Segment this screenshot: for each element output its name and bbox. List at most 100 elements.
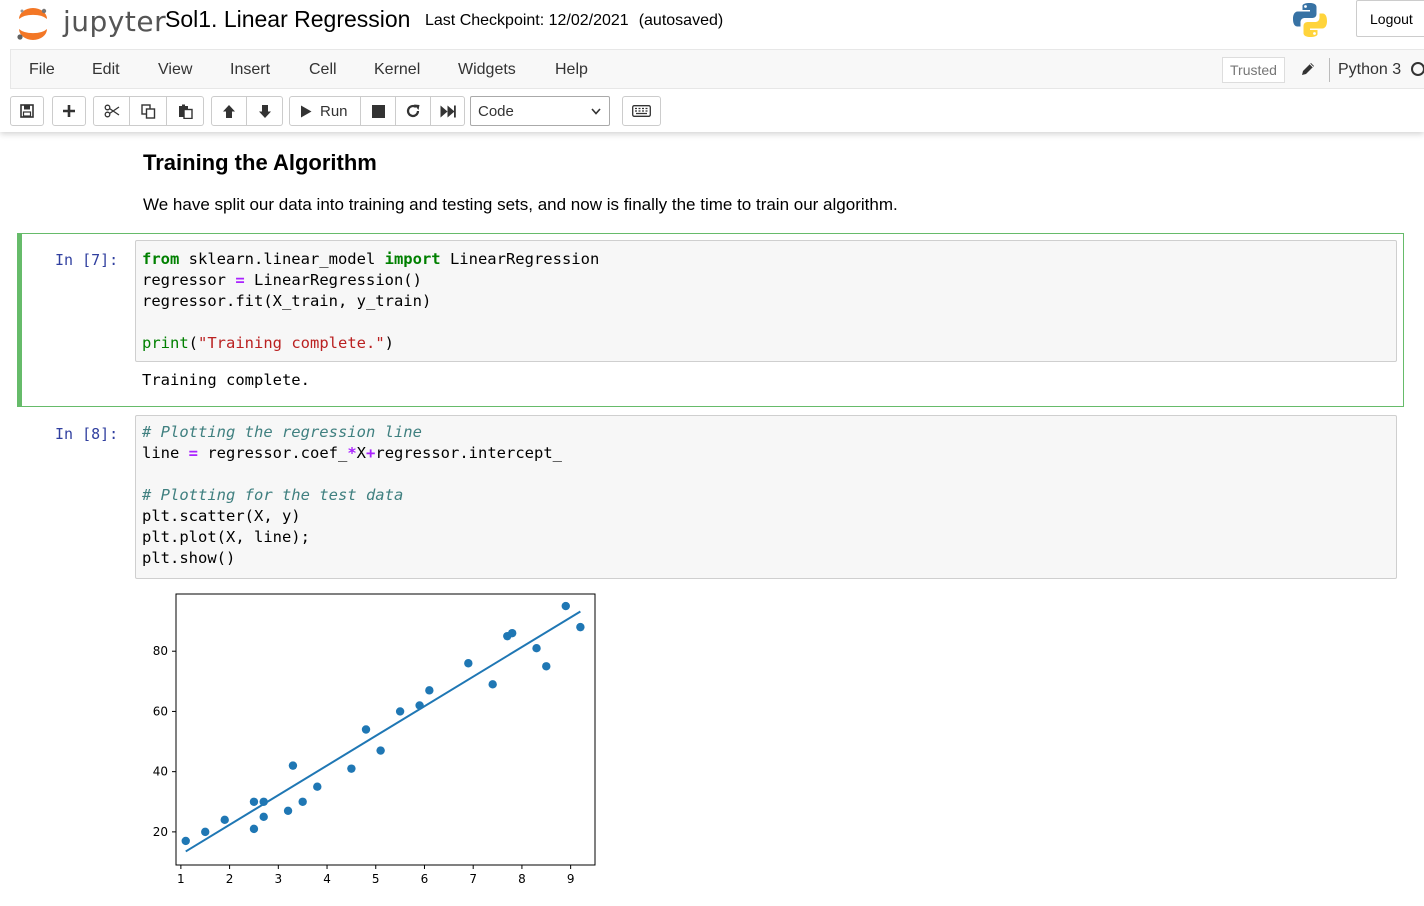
python-logo-icon	[1293, 3, 1327, 37]
scissors-icon	[104, 104, 119, 118]
scatter-plot: 1 2 3 4 5 6 7 8 9 20 40 60 80	[153, 593, 596, 886]
x-tick-label: 4	[323, 872, 331, 886]
code-input[interactable]: from sklearn.linear_model import LinearR…	[135, 240, 1397, 362]
data-point	[464, 659, 473, 668]
run-button[interactable]: Run	[289, 96, 361, 126]
paste-button[interactable]	[167, 96, 204, 126]
data-point	[249, 797, 259, 806]
jupyter-logo[interactable]: jupyter	[14, 3, 166, 43]
code-cell-selected[interactable]	[17, 233, 1404, 407]
data-point	[283, 806, 293, 815]
y-tick-label: 20	[153, 825, 168, 839]
data-point	[220, 815, 229, 825]
kernel-idle-icon	[1411, 62, 1424, 76]
move-down-button[interactable]	[247, 96, 283, 126]
autosave-text: (autosaved)	[638, 12, 724, 29]
data-point	[313, 782, 322, 791]
code-text: # Plotting the regression line line = re…	[142, 423, 562, 567]
menubar: File Edit View Insert Cell Kernel Widget…	[10, 49, 1424, 89]
menu-edit[interactable]: Edit	[92, 61, 120, 78]
x-tick-label: 3	[274, 872, 282, 886]
data-point	[181, 836, 190, 846]
data-point	[361, 725, 371, 734]
notebook-container: Training the Algorithm We have split our…	[0, 132, 1424, 906]
x-tick-label: 7	[469, 872, 477, 886]
restart-button[interactable]	[396, 96, 431, 126]
data-point	[259, 812, 268, 822]
header-bar: jupyter Sol1. Linear Regression Last Che…	[0, 0, 1424, 48]
cell-type-select[interactable]: Code	[470, 96, 610, 126]
data-point	[576, 622, 585, 632]
cell-prompt: In [8]:	[55, 425, 119, 443]
kernel-separator	[1329, 58, 1330, 82]
command-palette-button[interactable]	[622, 96, 661, 126]
y-tick-label: 40	[153, 765, 168, 779]
code-text: from sklearn.linear_model import LinearR…	[142, 250, 600, 352]
cell-output: Training complete.	[142, 371, 310, 389]
menu-view[interactable]: View	[158, 61, 193, 78]
save-button[interactable]	[10, 96, 44, 126]
checkpoint-text: Last Checkpoint: 12/02/2021	[425, 12, 629, 29]
cut-button[interactable]	[93, 96, 130, 126]
menu-widgets[interactable]: Widgets	[458, 61, 516, 78]
play-icon	[301, 105, 312, 117]
trusted-indicator[interactable]: Trusted	[1222, 57, 1285, 83]
header: jupyter Sol1. Linear Regression Last Che…	[0, 0, 1424, 132]
logo-text: jupyter	[63, 5, 167, 38]
menu-help[interactable]: Help	[555, 61, 588, 78]
menu-kernel[interactable]: Kernel	[374, 61, 421, 78]
arrow-up-icon	[223, 104, 235, 118]
data-point	[376, 746, 385, 755]
data-point	[415, 701, 424, 710]
arrow-down-icon	[258, 104, 271, 118]
plus-icon	[63, 105, 75, 117]
logout-button[interactable]: Logout	[1356, 0, 1424, 37]
data-point	[395, 707, 405, 716]
x-tick-label: 2	[226, 872, 234, 886]
data-point	[347, 764, 356, 773]
data-point	[488, 680, 497, 689]
toolbar: Run Code	[0, 92, 1424, 130]
menu-file[interactable]: File	[29, 61, 55, 78]
data-point	[201, 827, 210, 837]
paste-icon	[178, 104, 193, 119]
x-tick-label: 6	[421, 872, 429, 886]
interrupt-button[interactable]	[361, 96, 396, 126]
data-point	[259, 797, 268, 806]
data-point	[532, 644, 541, 653]
insert-cell-button[interactable]	[52, 96, 86, 126]
kernel-name[interactable]: Python 3	[1338, 61, 1402, 78]
markdown-paragraph: We have split our data into training and…	[143, 195, 898, 214]
fast-forward-icon	[440, 105, 456, 117]
x-tick-label: 5	[372, 872, 380, 886]
cell-type-value: Code	[478, 103, 514, 120]
x-tick-label: 1	[177, 872, 185, 886]
move-up-button[interactable]	[211, 96, 247, 126]
menu-cell[interactable]: Cell	[309, 61, 337, 78]
menu-insert[interactable]: Insert	[230, 61, 271, 78]
y-tick-label: 80	[153, 644, 168, 658]
data-point	[288, 761, 298, 770]
data-point	[298, 797, 307, 806]
keyboard-icon	[632, 105, 651, 117]
copy-icon	[140, 103, 155, 119]
restart-icon	[406, 104, 420, 118]
x-tick-label: 8	[518, 872, 526, 886]
restart-run-all-button[interactable]	[431, 96, 465, 126]
code-input[interactable]: # Plotting the regression line line = re…	[135, 415, 1397, 579]
data-point	[542, 662, 551, 671]
markdown-heading: Training the Algorithm	[143, 150, 377, 175]
x-tick-label: 9	[567, 872, 575, 886]
data-point	[249, 824, 259, 834]
pencil-icon[interactable]	[1300, 61, 1316, 77]
cell-prompt: In [7]:	[55, 251, 119, 269]
jupyter-orbit-icon	[17, 8, 47, 40]
stop-icon	[371, 104, 385, 118]
data-point	[561, 601, 570, 611]
y-tick-label: 60	[153, 704, 168, 718]
notebook-name[interactable]: Sol1. Linear Regression	[165, 6, 411, 32]
run-label: Run	[320, 102, 348, 120]
checkpoint-status: Last Checkpoint: 12/02/2021 (autosaved)	[425, 12, 723, 30]
copy-button[interactable]	[130, 96, 167, 126]
chevron-down-icon	[591, 108, 601, 115]
